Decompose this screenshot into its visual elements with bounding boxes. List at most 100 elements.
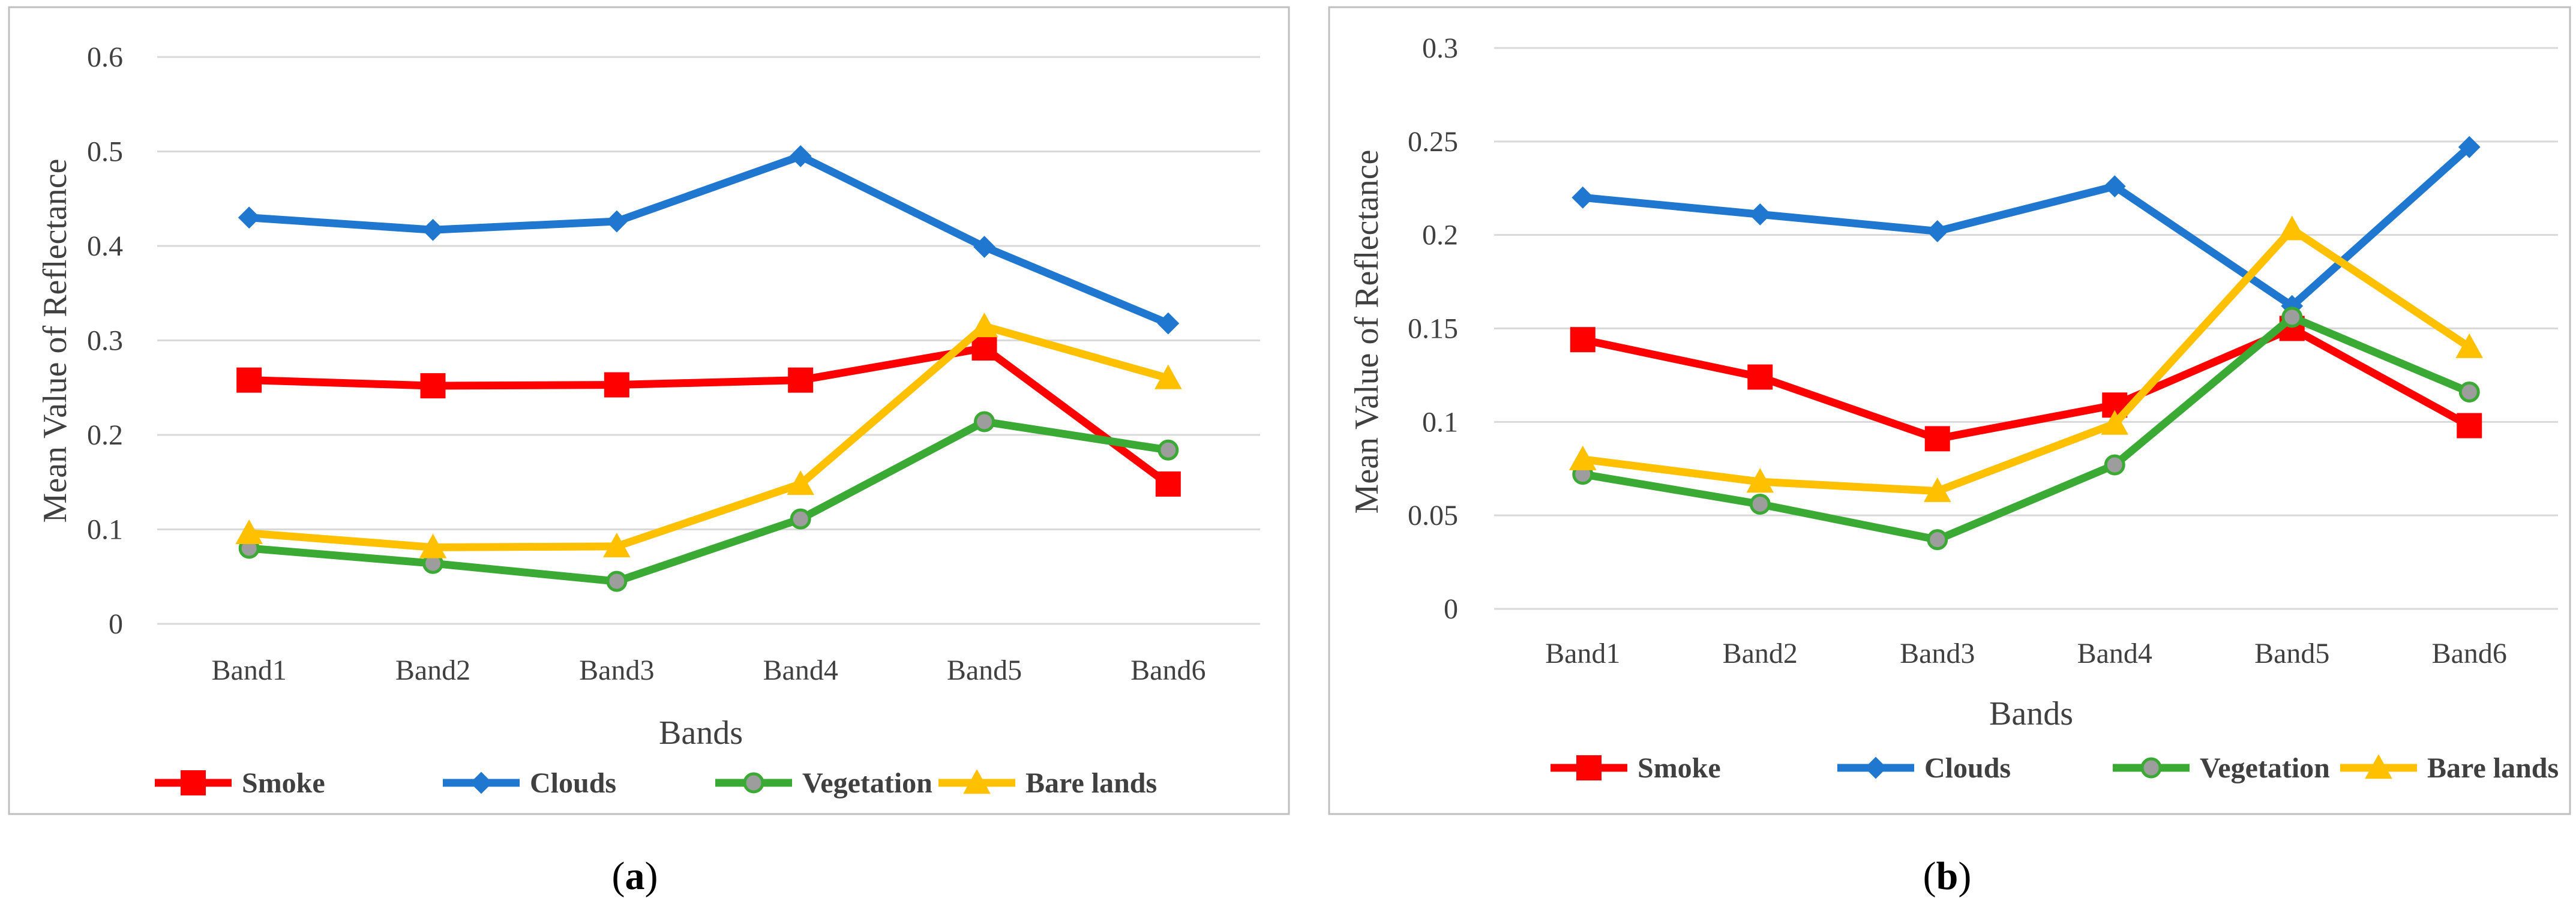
- data-point-smoke: [2457, 413, 2482, 439]
- legend-item-smoke: Smoke: [1551, 752, 1721, 784]
- legend-label-clouds: Clouds: [530, 767, 616, 799]
- y-tick-label: 0.1: [87, 514, 123, 546]
- series-line-smoke: [1579, 325, 2473, 443]
- y-tick-label: 0: [1444, 593, 1458, 625]
- legend-marker-vegetation: [743, 772, 764, 794]
- data-point-clouds: [238, 206, 260, 229]
- x-tick-label: Band2: [395, 654, 470, 686]
- y-tick-label: 0: [109, 608, 123, 640]
- legend-item-smoke: Smoke: [155, 767, 325, 799]
- data-point-vegetation: [790, 508, 811, 530]
- data-point-bare-lands: [2101, 410, 2129, 435]
- series-line-clouds: [1579, 143, 2473, 310]
- y-tick-label: 0.2: [87, 419, 123, 451]
- legend-marker-bare-lands: [963, 769, 991, 794]
- data-point-vegetation: [2281, 307, 2303, 328]
- legend-item-clouds: Clouds: [1837, 752, 2011, 784]
- y-tick-label: 0.15: [1408, 313, 1458, 345]
- data-point-clouds: [1572, 186, 1594, 209]
- series-bare-lands: [1569, 215, 2484, 502]
- data-point-bare-lands: [970, 313, 998, 338]
- y-tick-label: 0.05: [1408, 500, 1458, 531]
- x-axis-title-b: Bands: [1989, 695, 2073, 732]
- y-tick-label: 0.25: [1408, 126, 1458, 158]
- y-tick-label: 0.1: [1422, 406, 1458, 438]
- legend-label-smoke: Smoke: [242, 767, 325, 799]
- data-point-smoke: [1570, 327, 1596, 353]
- data-point-vegetation: [974, 411, 995, 433]
- legend-label-vegetation: Vegetation: [2200, 752, 2330, 784]
- data-point-bare-lands: [2278, 215, 2306, 241]
- data-point-clouds: [973, 236, 995, 258]
- data-point-smoke: [604, 372, 629, 398]
- x-tick-label: Band1: [212, 654, 287, 686]
- legend-label-bare-lands: Bare lands: [1025, 767, 1157, 799]
- data-point-smoke: [1155, 471, 1181, 497]
- legend-marker-smoke: [181, 770, 206, 795]
- series-vegetation: [1572, 307, 2480, 551]
- series-line-bare-lands: [1579, 225, 2473, 495]
- chart-panel-a: 0 0.1 0.2 0.3 0.4 0.5 0.6 Band1 Band2 Band3 Band4…: [8, 6, 1290, 815]
- data-point-bare-lands: [1154, 364, 1182, 389]
- x-tick-label: Band1: [1545, 638, 1620, 669]
- y-axis-title-b: Mean Value of Reflectance: [1348, 150, 1386, 514]
- chart-frame-b: [1328, 6, 2571, 815]
- legend-marker-clouds: [1864, 756, 1887, 779]
- y-tick-label: 0.6: [87, 41, 123, 73]
- legend-label-bare-lands: Bare lands: [2427, 752, 2559, 784]
- x-tick-label: Band4: [2077, 638, 2152, 669]
- data-point-clouds: [2458, 136, 2481, 158]
- data-point-vegetation: [1157, 439, 1179, 461]
- data-point-clouds: [422, 218, 444, 241]
- x-tick-label: Band2: [1723, 638, 1798, 669]
- x-axis-title-a: Bands: [659, 714, 743, 752]
- data-point-smoke: [1747, 364, 1773, 390]
- x-tick-label: Band5: [947, 654, 1022, 686]
- legend-item-bare-lands: Bare lands: [2340, 752, 2559, 784]
- data-point-bare-lands: [1923, 477, 1951, 502]
- data-point-clouds: [605, 210, 628, 233]
- data-point-bare-lands: [787, 470, 814, 495]
- series-line-vegetation: [1579, 313, 2473, 544]
- series-line-clouds: [245, 152, 1172, 328]
- x-tick-label: Band6: [2432, 638, 2507, 669]
- legend-marker-clouds: [470, 771, 493, 794]
- data-point-clouds: [1749, 203, 1771, 226]
- legend-a: Smoke Clouds Vegetation Bare lands: [155, 767, 1157, 799]
- data-point-smoke: [420, 373, 446, 399]
- legend-b: Smoke Clouds Vegetation Bare lands: [1551, 752, 2559, 784]
- legend-label-vegetation: Vegetation: [802, 767, 932, 799]
- y-tick-label: 0.5: [87, 136, 123, 168]
- series-smoke: [236, 335, 1181, 497]
- x-tick-label: Band3: [579, 654, 654, 686]
- data-point-bare-lands: [2455, 333, 2484, 358]
- data-point-vegetation: [2458, 381, 2480, 403]
- y-tick-label: 0.3: [1422, 32, 1458, 64]
- x-tick-label: Band6: [1130, 654, 1205, 686]
- legend-item-clouds: Clouds: [443, 767, 616, 799]
- legend-marker-vegetation: [2140, 757, 2162, 779]
- data-point-vegetation: [606, 570, 628, 592]
- y-tick-label: 0.4: [87, 230, 123, 262]
- data-point-clouds: [789, 145, 812, 167]
- data-point-bare-lands: [1746, 468, 1774, 493]
- series-line-smoke: [245, 344, 1172, 488]
- series-line-bare-lands: [245, 322, 1172, 551]
- data-point-clouds: [2103, 175, 2126, 198]
- series-line-vegetation: [245, 418, 1172, 585]
- y-tick-label: 0.3: [87, 325, 123, 357]
- panel-label-a: (a): [612, 854, 658, 898]
- x-tick-label: Band5: [2254, 638, 2329, 669]
- data-point-smoke: [236, 367, 262, 393]
- series-bare-lands: [235, 313, 1182, 558]
- data-point-bare-lands: [419, 533, 447, 558]
- data-point-smoke: [971, 335, 997, 361]
- data-point-vegetation: [1927, 529, 1948, 551]
- data-point-vegetation: [1749, 493, 1771, 515]
- data-point-smoke: [1924, 426, 1950, 452]
- data-point-bare-lands: [1569, 445, 1597, 470]
- chart-panel-b: 0 0.05 0.1 0.15 0.2 0.25 0.3 Band1 Band2 Band3 Ba…: [1328, 6, 2571, 815]
- data-point-bare-lands: [235, 519, 263, 545]
- data-point-vegetation: [2104, 454, 2125, 476]
- x-tick-label: Band3: [1900, 638, 1975, 669]
